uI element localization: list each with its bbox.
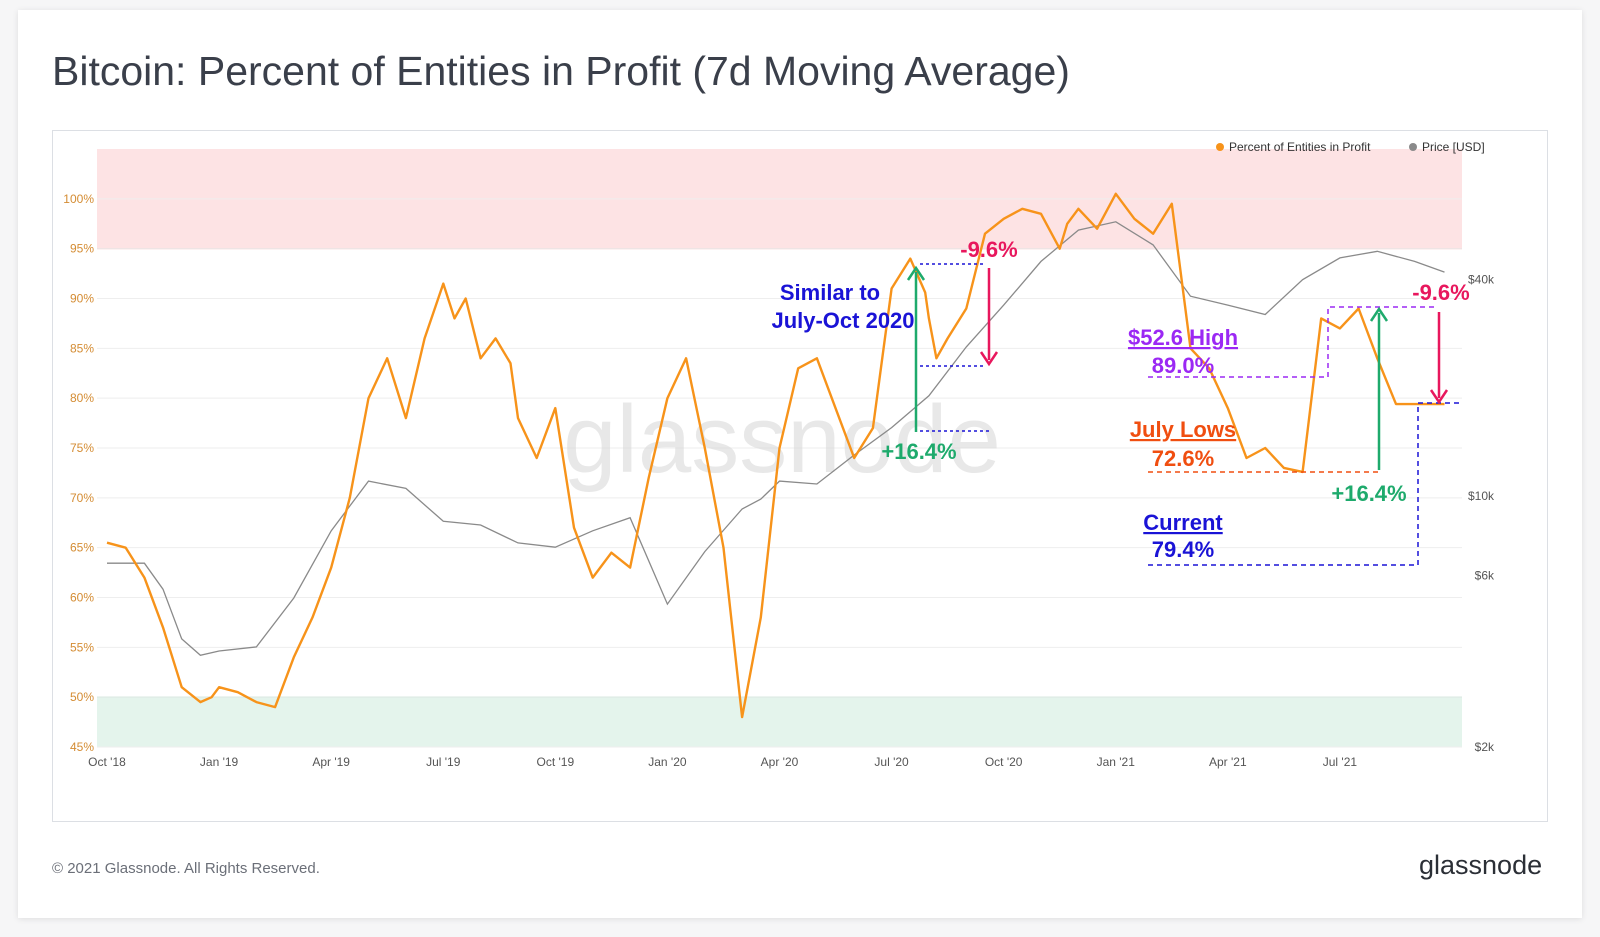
annotation-july-lows-pct: 72.6% (1152, 446, 1214, 471)
annotation-july-lows: July Lows (1130, 417, 1236, 442)
x-tick: Jan '19 (200, 755, 239, 769)
x-tick: Jan '20 (648, 755, 687, 769)
guide-high (1148, 306, 1438, 378)
y-tick-left: 90% (70, 292, 94, 306)
annotation-similar-line1: Similar to (780, 280, 880, 305)
legend-label-price[interactable]: Price [USD] (1422, 140, 1485, 154)
y-tick-left: 45% (70, 740, 94, 754)
arrow-up-2021-head (1369, 306, 1389, 322)
legend-dot-price (1409, 143, 1417, 151)
chart-title: Bitcoin: Percent of Entities in Profit (… (52, 48, 1070, 94)
annotation-high-pct: 89.0% (1152, 353, 1214, 378)
series-price-line (107, 221, 1445, 657)
x-tick: Jul '19 (426, 755, 461, 769)
series-profit-line (106, 192, 1445, 719)
y-tick-right: $40k (1468, 273, 1495, 287)
lower-band (97, 697, 1462, 747)
annotation-drop-2021: -9.6% (1412, 280, 1469, 305)
legend: Percent of Entities in Profit Price [USD… (1216, 140, 1485, 154)
y-tick-left: 85% (70, 341, 94, 355)
annotation-rise-2021: +16.4% (1331, 481, 1406, 506)
x-tick: Jan '21 (1097, 755, 1136, 769)
y-tick-right: $6k (1475, 569, 1495, 583)
brand-logo[interactable]: glassnode (1419, 850, 1543, 880)
gridlines (97, 198, 1462, 748)
y-tick-left: 70% (70, 491, 94, 505)
x-tick: Oct '18 (88, 755, 126, 769)
arrows (906, 265, 1449, 470)
y-tick-right: $10k (1468, 489, 1495, 503)
y-tick-right: $2k (1475, 740, 1495, 754)
x-tick: Apr '21 (1209, 755, 1247, 769)
series-layer (106, 192, 1445, 719)
y-tick-left: 80% (70, 391, 94, 405)
x-axis: Oct '18 Jan '19 Apr '19 Jul '19 Oct '19 Jan '… (88, 755, 1357, 769)
y-tick-left: 100% (63, 192, 94, 206)
similar-line-2: July-Oct 2020 (771, 308, 914, 333)
x-tick: Jul '20 (874, 755, 909, 769)
arrow-down-2020-head (979, 351, 999, 367)
y-axis-right: $40k $10k $6k $2k (1468, 273, 1495, 754)
arrow-up-2020-head (906, 265, 926, 281)
y-tick-left: 95% (70, 242, 94, 256)
x-tick: Jul '21 (1323, 755, 1358, 769)
copyright: © 2021 Glassnode. All Rights Reserved. (52, 860, 320, 877)
legend-dot-profit (1216, 143, 1224, 151)
x-tick: Apr '20 (761, 755, 799, 769)
x-tick: Apr '19 (312, 755, 350, 769)
y-tick-left: 75% (70, 441, 94, 455)
annotation-current-pct: 79.4% (1152, 537, 1214, 562)
annotation-high-price: $52.6 High (1128, 325, 1238, 350)
y-tick-left: 65% (70, 541, 94, 555)
arrow-down-2021-head (1429, 389, 1449, 405)
annotation-similar-line2: July-Oct 2020 (771, 308, 914, 333)
legend-label-profit[interactable]: Percent of Entities in Profit (1229, 140, 1371, 154)
y-axis-left: 100% 95% 90% 85% 80% 75% 70% 65% 60% 55% 50% 45% (63, 192, 94, 754)
annotation-labels: Similar to July-Oct 2020 -9.6% +16.4% -9… (771, 237, 1469, 562)
similar-line-1: Similar to (780, 280, 880, 305)
y-tick-left: 55% (70, 640, 94, 654)
annotation-drop-2020: -9.6% (960, 237, 1017, 262)
y-tick-left: 50% (70, 690, 94, 704)
x-tick: Oct '19 (537, 755, 575, 769)
annotation-rise-2020: +16.4% (881, 439, 956, 464)
y-tick-left: 60% (70, 591, 94, 605)
x-tick: Oct '20 (985, 755, 1023, 769)
annotation-current: Current (1143, 510, 1223, 535)
